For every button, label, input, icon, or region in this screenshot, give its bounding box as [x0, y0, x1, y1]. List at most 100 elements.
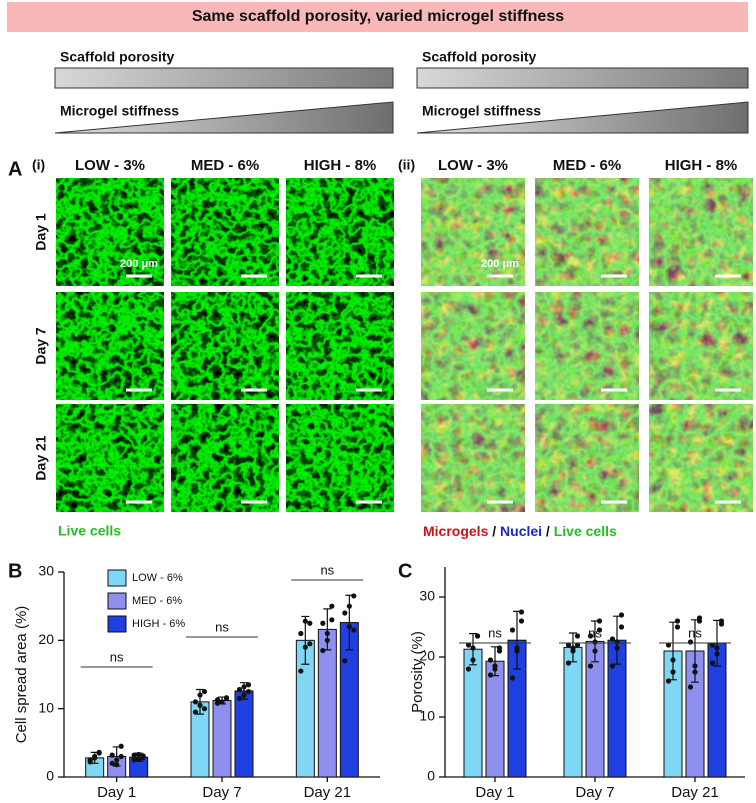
micrograph [286, 404, 394, 512]
data-point [609, 636, 616, 642]
x-tick-label: Day 7 [202, 784, 241, 801]
data-point [118, 743, 124, 749]
row-label: Day 21 [33, 435, 49, 480]
legend-swatch [107, 615, 127, 633]
micrograph [171, 178, 279, 286]
column-header: LOW - 3% [438, 157, 508, 174]
column-header: MED - 6% [191, 157, 259, 174]
micrograph [649, 178, 753, 286]
data-point [465, 642, 472, 648]
row-label: Day 1 [33, 213, 49, 251]
panel-label: C [398, 560, 412, 582]
data-point [192, 709, 199, 715]
data-point [136, 751, 142, 758]
caption-part: Nuclei [500, 523, 542, 539]
data-point [670, 669, 676, 675]
data-point [96, 749, 102, 756]
y-tick-label: 30 [419, 588, 435, 604]
data-point [92, 753, 98, 760]
x-tick-label: Day 21 [671, 784, 719, 801]
data-point [201, 706, 208, 712]
micrograph [286, 178, 394, 286]
data-point [241, 684, 247, 690]
data-point [687, 684, 694, 690]
caption-part: Microgels [423, 523, 489, 539]
legend-label: LOW - 6% [132, 572, 183, 584]
legend-swatch [107, 569, 127, 587]
micrograph [56, 178, 164, 286]
column-header: MED - 6% [553, 157, 621, 174]
y-tick-label: 20 [38, 631, 54, 647]
data-point [241, 692, 247, 698]
y-tick-label: 20 [419, 648, 435, 664]
micrograph [421, 178, 525, 286]
data-point [87, 757, 93, 763]
micrograph [649, 292, 753, 400]
data-point [509, 627, 516, 633]
ns-label: ns [688, 625, 702, 640]
caption-part: / [488, 523, 500, 539]
data-point [342, 610, 348, 616]
data-point [487, 657, 494, 663]
data-point [307, 620, 313, 626]
data-point [324, 637, 330, 643]
data-point [470, 657, 476, 663]
data-point [692, 663, 698, 669]
data-point [518, 609, 525, 615]
ns-label: ns [488, 625, 502, 640]
data-point [618, 624, 625, 630]
data-point [587, 633, 594, 639]
ns-label: ns [588, 625, 602, 640]
legend-swatch [107, 592, 127, 610]
data-point [118, 753, 124, 760]
scale-label: 200 μm [481, 258, 519, 270]
panel-label: A [8, 158, 22, 180]
data-point [351, 627, 357, 633]
data-point [236, 695, 243, 702]
stiffness-wedge [416, 101, 749, 134]
data-point [131, 757, 137, 763]
scale-label: 200 μm [120, 258, 158, 270]
data-point [596, 618, 603, 624]
data-point [574, 642, 581, 648]
data-point [114, 757, 120, 763]
micrograph [171, 292, 279, 400]
y-tick-label: 0 [427, 768, 435, 784]
subpanel-label: (i) [32, 157, 45, 173]
subpanel-label: (ii) [398, 157, 415, 173]
data-point [223, 695, 230, 701]
data-point [565, 642, 572, 648]
data-point [136, 756, 142, 762]
data-point [618, 612, 625, 618]
data-point [514, 648, 520, 654]
data-point [492, 666, 498, 672]
data-point [302, 644, 308, 650]
porosity-bar [54, 67, 394, 89]
data-point [298, 668, 304, 674]
data-point [302, 618, 308, 624]
row-label: Day 7 [33, 327, 49, 365]
data-point [346, 603, 352, 609]
micrograph [56, 404, 164, 512]
data-point [670, 657, 676, 663]
data-point [329, 617, 335, 623]
caption-part: / [542, 523, 554, 539]
y-axis-label: Porosity (%) [409, 631, 426, 713]
data-point [674, 618, 681, 624]
stiffness-wedge [54, 101, 394, 134]
data-point [614, 645, 620, 651]
data-point [587, 663, 594, 669]
data-point [109, 752, 115, 758]
porosity-label: Scaffold porosity [422, 49, 537, 65]
data-point [596, 627, 603, 633]
banner-title: Same scaffold porosity, varied microgel … [192, 8, 564, 25]
data-point [245, 688, 252, 695]
data-point [609, 663, 616, 669]
data-point [474, 633, 481, 639]
micrograph [286, 292, 394, 400]
data-point [346, 624, 352, 630]
data-point [140, 753, 146, 759]
micrograph [535, 292, 639, 400]
micrographs [56, 178, 753, 512]
